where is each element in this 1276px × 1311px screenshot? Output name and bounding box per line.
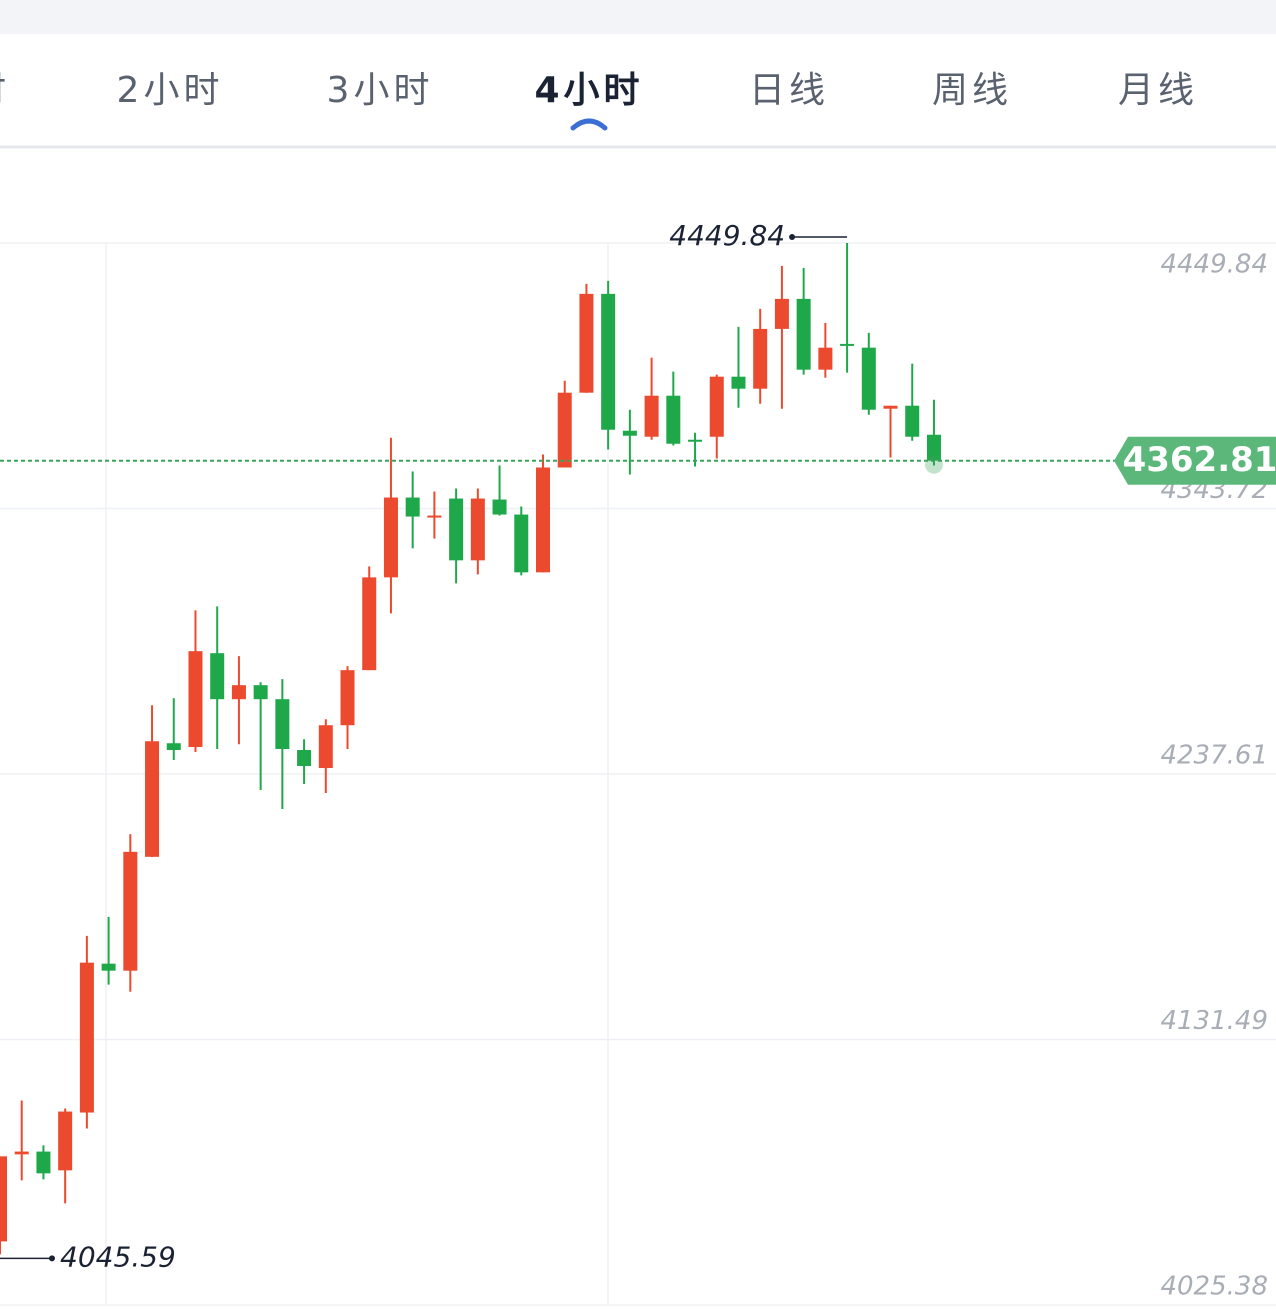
tab[interactable]: 2小时 — [117, 70, 224, 111]
candle-body — [166, 743, 181, 750]
tab[interactable]: 周线 — [932, 70, 1012, 111]
candle-body — [79, 962, 94, 1113]
candle-body — [666, 395, 681, 444]
candle-body — [840, 343, 855, 346]
candle-body — [883, 405, 898, 409]
candle-body — [492, 499, 507, 515]
candle-body — [557, 392, 572, 468]
candle-body — [449, 498, 464, 561]
candle-body — [253, 685, 268, 700]
candle-body — [644, 395, 659, 437]
candle-body — [579, 293, 594, 393]
min-label: 4045.59 — [60, 1240, 176, 1273]
tab-indicator — [570, 118, 608, 131]
candle-body — [362, 577, 377, 671]
tab[interactable]: 3小时 — [327, 70, 434, 111]
max-marker-dot — [789, 233, 796, 240]
y-tick-label: 4449.84 — [1160, 249, 1268, 279]
last-price-tag — [1114, 436, 1276, 485]
candle-body — [731, 376, 746, 389]
plot: 4449.844343.724237.614131.494025.384449.… — [0, 219, 1276, 1306]
candle-body — [14, 1151, 29, 1155]
y-tick-label: 4237.61 — [1160, 740, 1268, 770]
top-bar — [0, 0, 1276, 34]
candle-body — [427, 515, 442, 518]
tabs: 时 2小时 3小时 4小时 日线 周线 月线 — [0, 70, 1198, 131]
candle-body — [688, 439, 703, 442]
candle-body — [101, 963, 116, 971]
candle-body — [514, 514, 529, 573]
y-tick-label: 4025.38 — [1160, 1272, 1268, 1302]
candle-body — [601, 293, 616, 430]
candle-body — [123, 851, 138, 971]
last-price-label: 4362.81 — [1123, 440, 1276, 480]
candle-body — [796, 298, 811, 370]
candle-body — [58, 1111, 73, 1171]
candle-body — [318, 725, 333, 769]
min-marker-dot — [49, 1255, 55, 1262]
candle-body — [536, 467, 550, 573]
candle-body — [36, 1151, 51, 1174]
candle-body — [622, 430, 637, 436]
candle-body — [0, 1156, 7, 1242]
candle-body — [231, 685, 246, 700]
tab[interactable]: 4小时 — [534, 70, 643, 111]
candle-body — [470, 498, 485, 561]
candle-body — [709, 376, 724, 437]
tab[interactable]: 月线 — [1118, 70, 1198, 111]
candle-body — [926, 434, 941, 461]
candle-body — [188, 651, 203, 747]
candle-body — [383, 497, 398, 578]
last-price-dot — [924, 455, 943, 474]
candle-body — [145, 741, 160, 857]
candle-body — [861, 347, 876, 410]
candle-body — [905, 405, 920, 437]
candle-body — [774, 298, 789, 329]
candle-body — [340, 670, 355, 726]
candle-body — [275, 699, 290, 749]
candle-body — [818, 347, 833, 370]
max-label: 4449.84 — [669, 219, 785, 252]
candle-body — [405, 497, 420, 517]
candle-body — [753, 328, 768, 389]
y-tick-label: 4131.49 — [1160, 1006, 1268, 1036]
tab[interactable]: 时 — [0, 70, 10, 111]
tab[interactable]: 日线 — [749, 70, 829, 111]
candle-body — [210, 653, 225, 700]
candle-body — [297, 749, 312, 767]
